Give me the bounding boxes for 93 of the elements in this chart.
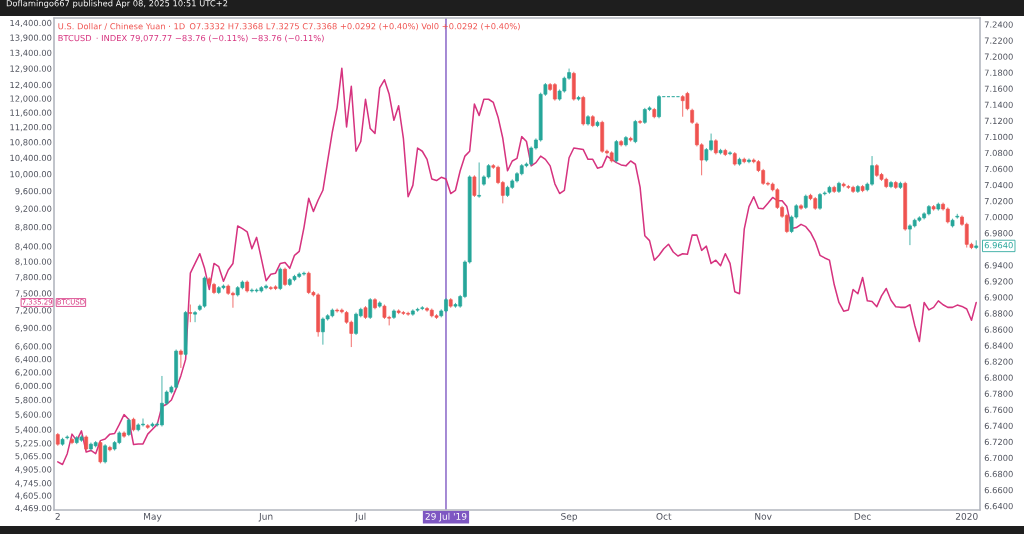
y2-tick-label: 7.0600: [984, 165, 1013, 173]
y-tick-label: 12,900.00: [10, 65, 52, 73]
y2-tick-label: 6.7600: [984, 406, 1013, 413]
y-tick-label: 10,400.00: [10, 154, 52, 162]
y2-tick-label: 6.6600: [984, 486, 1013, 494]
text: Doflamingo667 published Apr 08, 2025 10:51 UTC+2: [6, 0, 228, 9]
y2-tick-label: 6.7800: [984, 390, 1013, 397]
y2-tick-label: 7.1200: [984, 117, 1013, 125]
y-tick-label: 12,000.00: [10, 95, 52, 103]
candlestick: [278, 267, 283, 291]
x-tick-label: 2020: [955, 512, 978, 520]
annotation: · INDEX 79,077.77 −83.76 (−0.11%) −83.76 (−0.11%): [96, 34, 324, 43]
y2-tick-label: 6.9400: [984, 262, 1013, 269]
y-tick-label: 13,900.00: [10, 34, 52, 42]
candlestick: [193, 310, 197, 323]
y2-tick-label: 6.6800: [984, 470, 1013, 478]
y2-tick-label: 6.7000: [984, 454, 1013, 462]
candlestick: [747, 158, 751, 164]
y-tick-label: 11,200.00: [10, 124, 52, 132]
y2-tick-label: 6.9000: [984, 294, 1013, 301]
y2-tick-label: 7.1800: [984, 69, 1013, 76]
candlestick: [477, 162, 481, 199]
text: 6.9640: [984, 242, 1013, 249]
y2-tick-label: 6.8200: [984, 358, 1013, 365]
y-tick-label: 6,000.00: [15, 382, 52, 390]
y2-tick-label: 6.8800: [984, 310, 1013, 317]
x-tick-label: Oct: [656, 512, 672, 520]
y-tick-label: 6,400.00: [15, 356, 52, 364]
candlestick: [179, 349, 183, 369]
candlestick: [633, 119, 638, 144]
y-tick-label: 12,400.00: [10, 81, 52, 89]
line-series: [57, 67, 977, 466]
y-tick-label: 11,600.00: [10, 109, 52, 117]
y-tick-label: 6,900.00: [15, 324, 52, 333]
text: U.S. Dollar / Chinese Yuan · 1D: [58, 22, 185, 31]
y2-tick-label: 6.6400: [984, 502, 1013, 510]
y-tick-label: 8,400.00: [15, 243, 52, 251]
y2-tick-label: 7.2000: [984, 53, 1013, 60]
y2-tick-label: 6.8400: [984, 342, 1013, 349]
y-tick-label: 5,400.00: [15, 426, 52, 434]
candlestick: [728, 150, 732, 156]
y-tick-label: 5,800.00: [15, 396, 52, 405]
y2-tick-label: 6.9800: [984, 230, 1013, 237]
x-tick-label: Sep: [561, 512, 578, 522]
candlestick: [657, 94, 661, 119]
y2-tick-label: 7.1000: [984, 133, 1013, 141]
x-tick-label: Nov: [755, 513, 772, 520]
y-tick-label: 7,200.00: [15, 307, 52, 315]
y-tick-label: 4,905.00: [15, 466, 52, 474]
y-tick-label: 6,200.00: [15, 369, 52, 377]
x-tick-label: Jun: [258, 513, 273, 522]
y2-tick-label: 7.1600: [984, 85, 1013, 92]
y2-tick-label: 6.9200: [984, 278, 1013, 285]
y2-tick-label: 7.0200: [984, 197, 1013, 205]
y-tick-label: 5,065.00: [15, 453, 52, 461]
candlestick: [638, 119, 642, 125]
y2-tick-label: 7.0800: [984, 149, 1013, 157]
y-tick-label: 4,469.00: [15, 504, 52, 513]
text: BTCUSD: [58, 34, 92, 42]
y2-tick-label: 7.2200: [984, 37, 1013, 44]
y-tick-label: 14,400.00: [10, 19, 52, 27]
y-tick-label: 9,200.00: [15, 205, 52, 213]
y2-tick-label: 7.1400: [984, 101, 1013, 108]
y-tick-label: 4,605.00: [15, 492, 52, 500]
x-tick-label: 2: [55, 512, 60, 520]
y2-tick-label: 6.7400: [984, 422, 1013, 430]
y-tick-label: 9,600.00: [15, 187, 52, 196]
y-tick-label: 8,100.00: [15, 258, 52, 266]
x-tick-label: Dec: [854, 513, 871, 520]
y-tick-label: 5,600.00: [15, 411, 52, 419]
x-tick-label: 29 Jul '19: [425, 512, 467, 522]
y-tick-label: 13,400.00: [10, 49, 52, 57]
y-tick-label: 8,800.00: [15, 224, 52, 232]
y-tick-label: 10,800.00: [10, 139, 52, 147]
y-tick-label: 7,800.00: [15, 274, 52, 282]
x-tick-label: May: [144, 513, 162, 522]
y-tick-label: 6,600.00: [15, 343, 52, 351]
x-tick-label: Jul: [354, 512, 366, 522]
y-tick-label: 5,225.00: [15, 440, 52, 448]
candlestick: [472, 174, 477, 198]
candlestick: [283, 267, 287, 287]
y2-tick-label: 6.7200: [984, 438, 1013, 446]
candlestick: [368, 297, 373, 320]
y-tick-label: 10,000.00: [10, 171, 52, 179]
y2-tick-label: 7.0000: [984, 214, 1013, 221]
y2-tick-label: 6.8000: [984, 374, 1013, 381]
y-tick-label: 7,500.00: [15, 290, 52, 298]
y-tick-label: 4,745.00: [15, 480, 52, 488]
candlestick: [685, 91, 690, 111]
candlestick: [188, 304, 193, 323]
y2-tick-label: 7.2400: [984, 21, 1013, 28]
y2-tick-label: 6.8600: [984, 326, 1013, 333]
y2-tick-label: 7.0400: [984, 181, 1013, 189]
